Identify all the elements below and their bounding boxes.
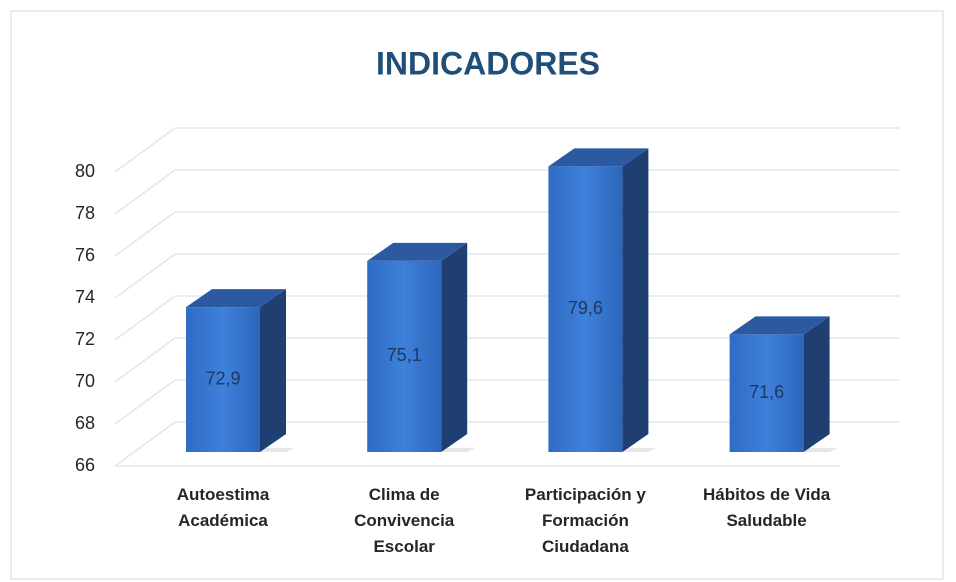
y-tick-label: 80 [75,161,95,181]
y-tick-label: 66 [75,455,95,475]
grid-line [114,421,900,467]
x-tick-label: Autoestima Académica [177,485,270,530]
bar [548,166,623,452]
value-label: 79,6 [568,298,603,318]
x-tick-label: Participación y Formación Ciudadana [525,485,646,556]
bar-side [260,289,286,452]
grid-line [114,379,900,425]
value-label: 75,1 [387,345,422,365]
y-tick-label: 76 [75,245,95,265]
grid-line [114,295,900,341]
bar [367,260,442,452]
x-tick-label: Clima de Convivencia Escolar [354,485,455,556]
x-tick-label: Hábitos de Vida Saludable [703,485,831,530]
y-tick-label: 70 [75,371,95,391]
value-label: 71,6 [749,382,784,402]
bar-top [186,289,286,308]
chart-border [10,10,944,580]
y-tick-label: 72 [75,329,95,349]
bar-side [803,316,830,452]
bar-side [441,242,468,452]
grid-line [114,337,900,383]
bar [186,307,260,452]
bar-top [548,148,649,167]
bar-top [729,316,830,335]
grid-line [114,169,900,215]
bar-side [622,148,649,452]
y-tick-label: 78 [75,203,95,223]
value-label: 72,9 [205,368,240,388]
chart-title: INDICADORES [376,45,600,81]
bar-top [367,242,468,261]
bar [729,334,804,452]
grid-line [114,253,900,299]
y-tick-label: 68 [75,413,95,433]
grid-line [114,127,900,173]
y-tick-label: 74 [75,287,95,307]
grid-line [114,211,900,257]
